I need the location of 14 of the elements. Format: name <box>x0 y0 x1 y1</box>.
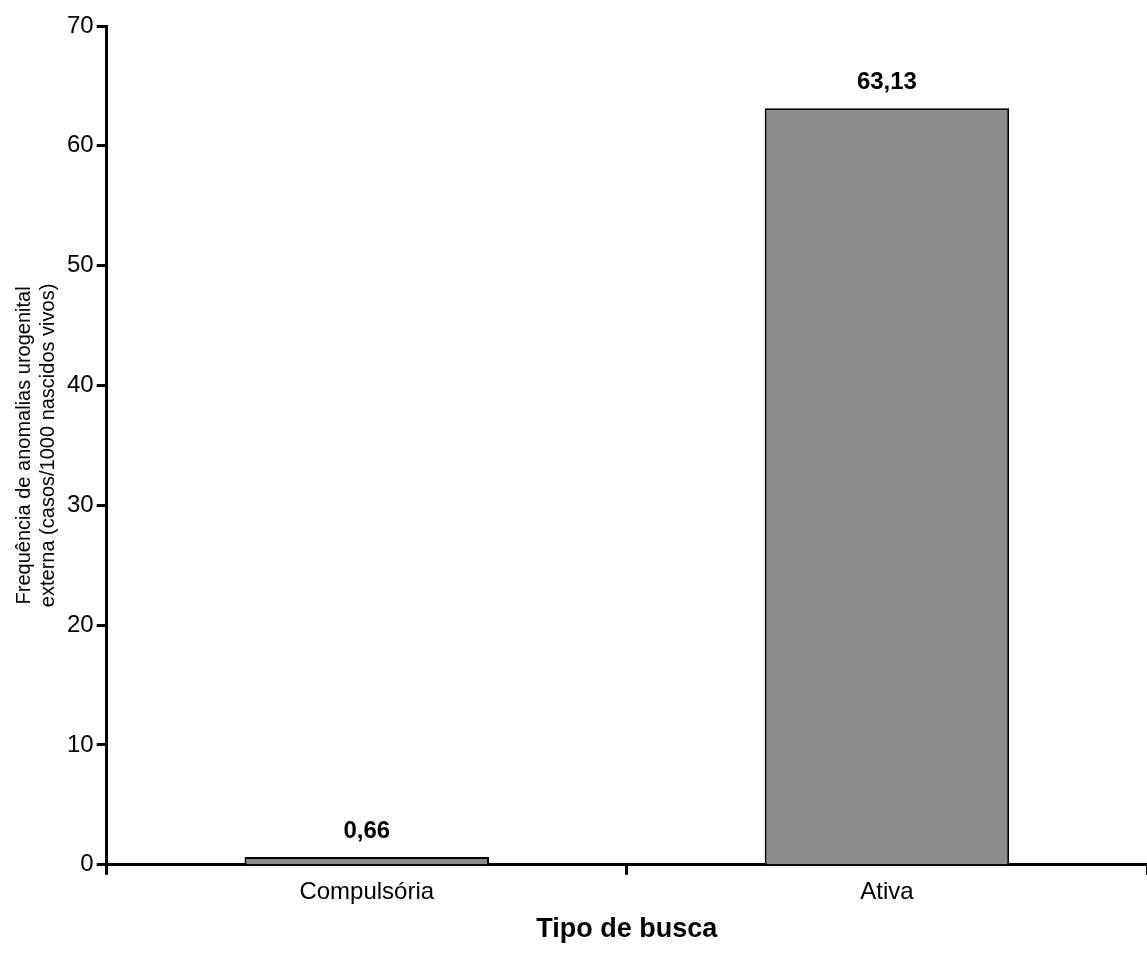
x-tick-label: Ativa <box>860 876 915 904</box>
y-tick-label: 0 <box>80 849 94 877</box>
x-tick-label: Compulsória <box>299 876 435 904</box>
y-tick-label: 30 <box>66 489 94 517</box>
y-tick-label: 60 <box>66 130 94 158</box>
y-axis-title: Frequência de anomalias urogenital externa (casos/1000 nascidos vivos) <box>11 283 58 608</box>
y-tick-label: 70 <box>66 10 94 38</box>
y-tick-label: 50 <box>66 250 94 278</box>
x-axis-title: Tipo de busca <box>536 913 719 944</box>
data-label: 0,66 <box>343 815 391 843</box>
data-label: 63,13 <box>856 66 917 94</box>
y-tick-label: 40 <box>66 370 94 398</box>
y-tick-label: 10 <box>66 729 94 757</box>
y-tick-label: 20 <box>66 609 94 637</box>
